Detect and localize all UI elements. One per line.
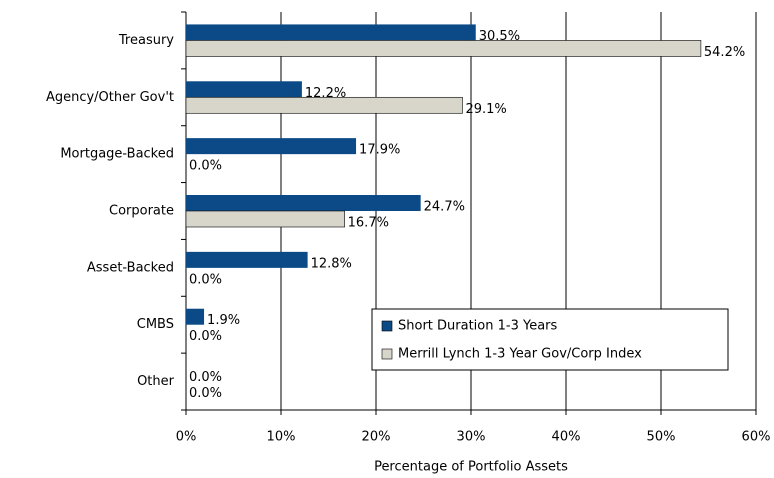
value-label: 29.1% [465,102,506,117]
x-tick-label: 0% [176,430,197,445]
y-tick-label: Treasury [118,33,174,48]
bar [186,195,421,211]
x-tick-label: 30% [457,430,486,445]
value-label: 0.0% [189,272,222,287]
value-label: 1.9% [207,313,240,328]
legend-label: Short Duration 1-3 Years [398,319,558,334]
value-label: 54.2% [704,45,745,60]
legend-swatch [381,320,393,332]
y-tick-label: Corporate [109,204,174,219]
bar [186,81,302,98]
x-tick-label: 20% [362,430,391,445]
bar [186,24,476,41]
y-tick-label: Other [137,374,175,389]
bar [186,308,205,325]
y-tick-label: Mortgage-Backed [60,147,174,162]
x-tick-label: 10% [267,430,296,445]
bar [185,210,345,228]
legend-swatch [381,348,393,360]
bar [186,251,308,268]
bar [186,138,357,155]
value-label: 24.7% [424,200,465,215]
legend-box [371,308,729,371]
x-tick-label: 40% [552,430,581,445]
value-label: 17.9% [359,143,400,158]
legend-label: Merrill Lynch 1-3 Year Gov/Corp Index [398,347,642,362]
value-label: 0.0% [189,370,222,385]
y-tick-label: CMBS [137,317,174,332]
value-label: 0.0% [189,329,222,344]
x-axis-label: Percentage of Portfolio Assets [374,460,568,475]
value-label: 0.0% [189,159,222,174]
value-label: 0.0% [189,386,222,401]
x-tick-label: 50% [647,430,676,445]
bar [185,40,702,57]
y-tick-label: Agency/Other Gov't [46,90,174,105]
x-tick-label: 60% [742,430,771,445]
value-label: 16.7% [348,216,389,231]
value-label: 12.8% [311,256,352,271]
bar [185,96,463,114]
y-tick-label: Asset-Backed [87,260,174,275]
